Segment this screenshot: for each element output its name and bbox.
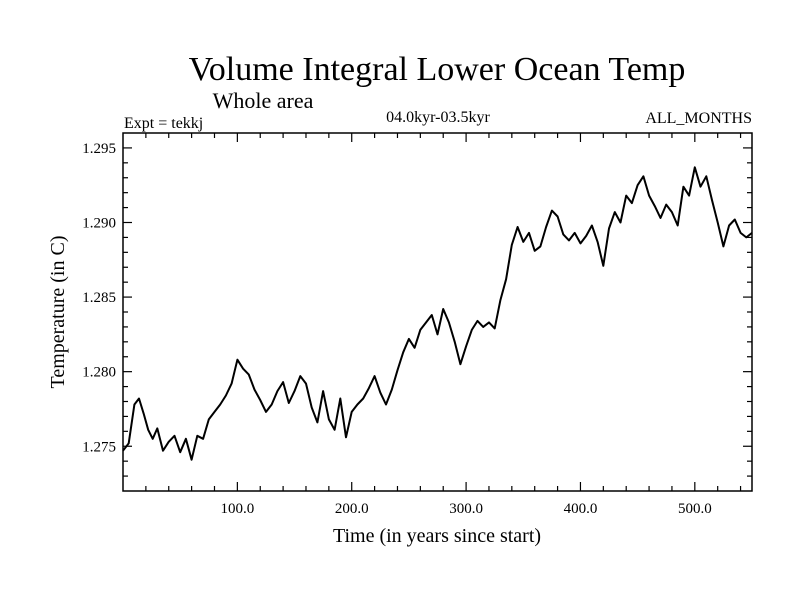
experiment-label: Expt = tekkj [124, 115, 203, 132]
axis-tick-labels: 100.0 200.0 300.0 400.0 500.0 1.275 1.280 1.285… [82, 141, 711, 517]
y-tick-label: 1.275 [82, 439, 116, 455]
period-label: 04.0kyr-03.5kyr [386, 109, 490, 126]
chart-title: Volume Integral Lower Ocean Temp [189, 51, 686, 88]
chart-subtitle: Whole area [213, 88, 314, 113]
x-axis-label: Time (in years since start) [333, 525, 541, 547]
x-tick-label: 400.0 [564, 501, 598, 517]
x-tick-label: 100.0 [220, 501, 254, 517]
x-tick-label: 300.0 [449, 501, 483, 517]
y-axis-label: Temperature (in C) [47, 236, 69, 389]
y-tick-label: 1.280 [82, 365, 116, 381]
axis-ticks [123, 133, 752, 491]
y-tick-label: 1.285 [82, 290, 116, 306]
y-tick-label: 1.290 [82, 216, 116, 232]
temperature-series-line [122, 166, 753, 461]
x-tick-label: 500.0 [678, 501, 712, 517]
y-tick-label: 1.295 [82, 141, 116, 157]
plot-frame [122, 132, 753, 492]
x-tick-label: 200.0 [335, 501, 369, 517]
months-label: ALL_MONTHS [645, 110, 752, 127]
